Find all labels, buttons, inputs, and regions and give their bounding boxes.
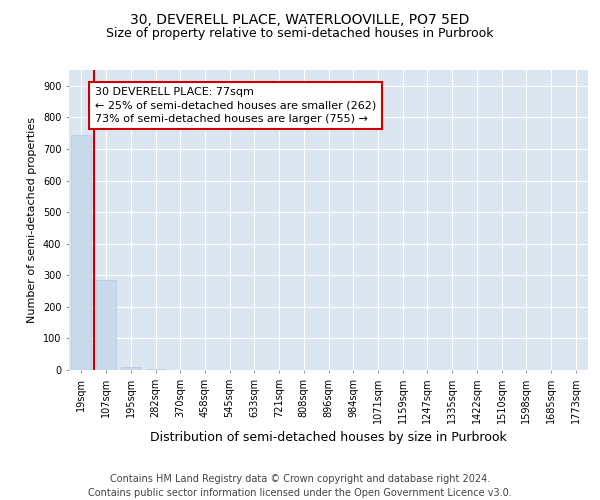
Text: Contains HM Land Registry data © Crown copyright and database right 2024.
Contai: Contains HM Land Registry data © Crown c…: [88, 474, 512, 498]
Y-axis label: Number of semi-detached properties: Number of semi-detached properties: [28, 117, 37, 323]
Text: 30 DEVERELL PLACE: 77sqm
← 25% of semi-detached houses are smaller (262)
73% of : 30 DEVERELL PLACE: 77sqm ← 25% of semi-d…: [95, 88, 376, 124]
Text: 30, DEVERELL PLACE, WATERLOOVILLE, PO7 5ED: 30, DEVERELL PLACE, WATERLOOVILLE, PO7 5…: [130, 12, 470, 26]
Bar: [71, 134, 91, 370]
Bar: [121, 367, 140, 370]
Bar: [96, 280, 116, 370]
X-axis label: Distribution of semi-detached houses by size in Purbrook: Distribution of semi-detached houses by …: [150, 432, 507, 444]
Text: Size of property relative to semi-detached houses in Purbrook: Size of property relative to semi-detach…: [106, 28, 494, 40]
